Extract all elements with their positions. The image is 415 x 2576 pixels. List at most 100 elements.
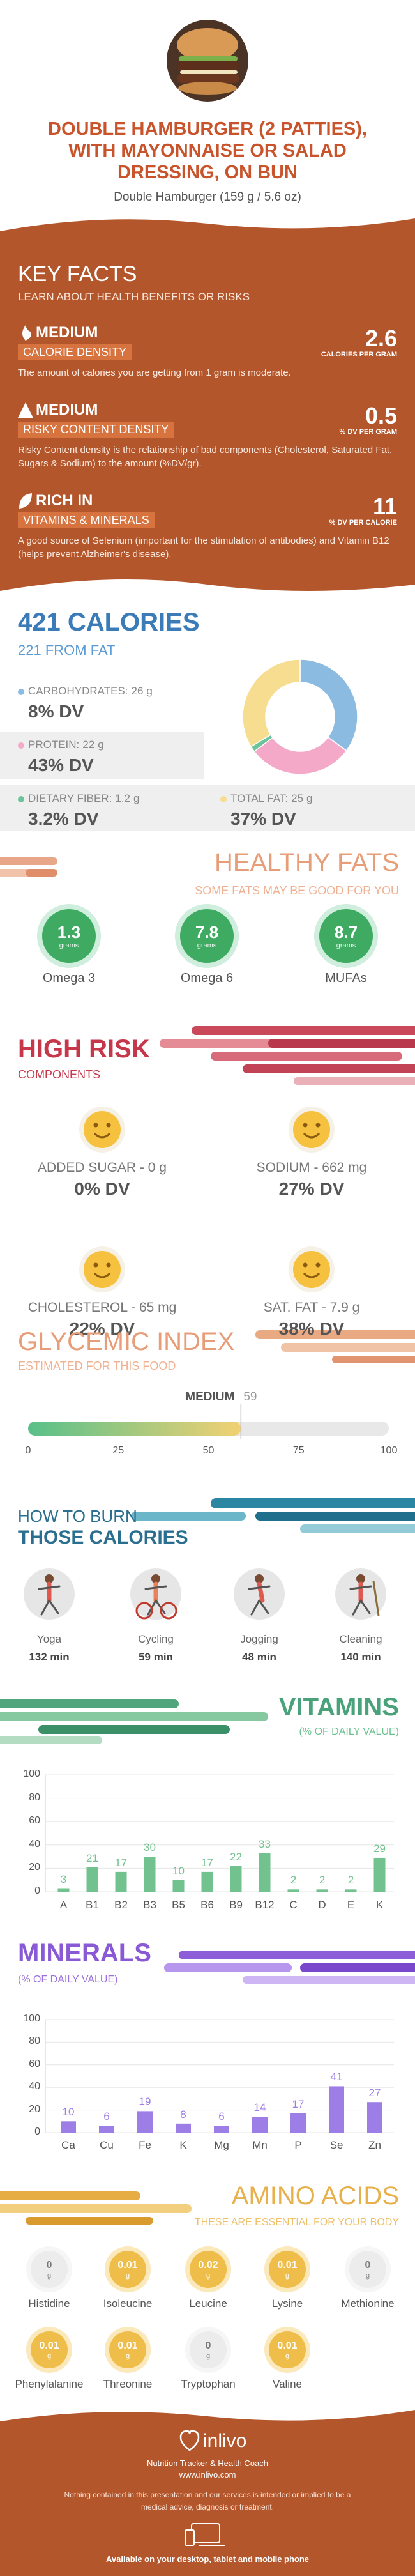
face: [84, 1251, 121, 1288]
amino-badge: [190, 2251, 227, 2288]
nutrient-amount: 26: [131, 685, 144, 697]
decor-stripe: [0, 869, 32, 877]
bar-value-label: 6: [218, 2110, 225, 2123]
x-tick-label: B2: [114, 1899, 128, 1911]
bar-value-label: 33: [259, 1837, 271, 1850]
x-tick-label: B12: [255, 1899, 275, 1911]
activity-time: 59 min: [139, 1651, 173, 1663]
fact-description: A good source of Selenium (important for…: [18, 535, 389, 560]
bar: [137, 2111, 153, 2133]
section-subtitle: LEARN ABOUT HEALTH BENEFITS OR RISKS: [18, 291, 250, 303]
bar-value-label: 27: [368, 2087, 381, 2099]
bar: [287, 1889, 299, 1892]
section-subtitle: (% OF DAILY VALUE): [299, 1726, 399, 1737]
fat-value: 7.8: [195, 923, 219, 942]
decor-stripe: [255, 1330, 415, 1339]
decor-stripe: [192, 1026, 415, 1035]
section-subtitle: ESTIMATED FOR THIS FOOD: [18, 1360, 176, 1372]
bar-value-label: 6: [103, 2110, 110, 2123]
x-tick-label: B9: [229, 1899, 243, 1911]
bar-value-label: 10: [62, 2106, 75, 2119]
bike-wheel: [135, 1602, 153, 1620]
logo-heart: [179, 2430, 200, 2451]
fact-label: RISKY CONTENT DENSITY: [18, 422, 174, 438]
gauge-tick-label: 25: [112, 1445, 124, 1456]
broom: [372, 1581, 380, 1616]
amino-value: 0.01: [117, 2260, 138, 2271]
x-tick-label: Zn: [368, 2139, 381, 2151]
face-eye: [106, 1262, 111, 1268]
fact-unit: % DV PER CALORIE: [329, 519, 397, 526]
nutrient-dv: 8% DV: [28, 702, 84, 721]
bar: [176, 2123, 191, 2133]
fat-name: Omega 6: [180, 971, 234, 985]
gauge-tick-label: 0: [25, 1445, 31, 1456]
fat-name: MUFAs: [325, 971, 367, 985]
nutrient-label: CARBOHYDRATES: 26 g: [28, 685, 153, 698]
amino-badge: [269, 2251, 306, 2288]
nutrient-amount: 25: [291, 792, 303, 804]
amino-unit: g: [365, 2272, 370, 2280]
fat-unit: grams: [336, 942, 356, 949]
y-tick-label: 100: [23, 1768, 40, 1779]
face-mouth: [303, 1272, 321, 1278]
face-mouth: [303, 1132, 321, 1138]
amino-badge: [109, 2331, 146, 2368]
decor-stripe: [300, 1524, 415, 1533]
section-title: HIGH RISK: [18, 1035, 150, 1063]
activity-name: Cleaning: [339, 1633, 382, 1645]
face-eye: [93, 1262, 98, 1268]
footer-availability: Available on your desktop, tablet and mo…: [105, 2554, 310, 2564]
gauge-tick-label: 75: [292, 1445, 305, 1456]
legend-dot: [18, 796, 24, 802]
face-mouth: [93, 1272, 111, 1278]
face-eye: [106, 1123, 111, 1128]
amino-name: Leucine: [189, 2297, 227, 2310]
amino-unit: g: [206, 2352, 211, 2360]
legend-dot: [220, 796, 227, 802]
fat-name: Omega 3: [42, 971, 96, 985]
x-tick-label: B1: [86, 1899, 99, 1911]
x-tick-label: B5: [172, 1899, 185, 1911]
fact-level: MEDIUM: [36, 401, 98, 418]
footer-brand: inlivo: [203, 2430, 247, 2451]
amino-value: 0.01: [277, 2340, 298, 2351]
risk-label: ADDED SUGAR - 0 g: [38, 1160, 167, 1175]
gauge-fill: [28, 1422, 241, 1436]
donut-segment: [299, 659, 358, 752]
decor-stripe: [211, 1052, 402, 1061]
device-icon: [185, 2529, 195, 2546]
decor-stripe: [38, 1725, 230, 1734]
footer-background: [0, 2410, 415, 2576]
bar: [86, 1867, 98, 1892]
fact-description: Risky Content density is the relationshi…: [18, 445, 393, 469]
risk-label: CHOLESTEROL - 65 mg: [27, 1300, 177, 1315]
amino-unit: g: [125, 2352, 130, 2360]
amino-name: Valine: [273, 2378, 302, 2390]
nutrient-name: DIETARY FIBER:: [28, 792, 112, 804]
decor-stripe: [0, 2191, 140, 2200]
page-title: DOUBLE HAMBURGER (2 PATTIES), WITH MAYON…: [48, 119, 367, 183]
nutrient-name: TOTAL FAT:: [230, 792, 289, 804]
fact-unit: % DV PER GRAM: [339, 428, 397, 436]
amino-name: Tryptophan: [181, 2378, 236, 2390]
fact-level: MEDIUM: [36, 324, 98, 341]
amino-value: 0: [365, 2260, 371, 2271]
badge: [319, 909, 373, 963]
section-subtitle: SOME FATS MAY BE GOOD FOR YOU: [195, 884, 399, 897]
x-tick-label: Mn: [252, 2139, 268, 2151]
amino-name: Threonine: [103, 2378, 153, 2390]
amino-value: 0.01: [117, 2340, 138, 2351]
food-image: [167, 20, 248, 102]
section-subtitle: 221 FROM FAT: [18, 642, 116, 658]
bar-value-label: 41: [330, 2071, 343, 2083]
section-title: 421 CALORIES: [18, 608, 200, 636]
nutrient-amount: 1.2: [115, 792, 130, 804]
section-subtitle: THOSE CALORIES: [18, 1527, 188, 1548]
x-tick-label: Fe: [139, 2139, 151, 2151]
page-subtitle: Double Hamburger (159 g / 5.6 oz): [114, 190, 301, 204]
bar-value-label: 22: [230, 1850, 242, 1863]
legend-dot: [18, 742, 24, 749]
activity-name: Yoga: [36, 1633, 62, 1645]
nutrient-name: PROTEIN:: [28, 739, 80, 751]
